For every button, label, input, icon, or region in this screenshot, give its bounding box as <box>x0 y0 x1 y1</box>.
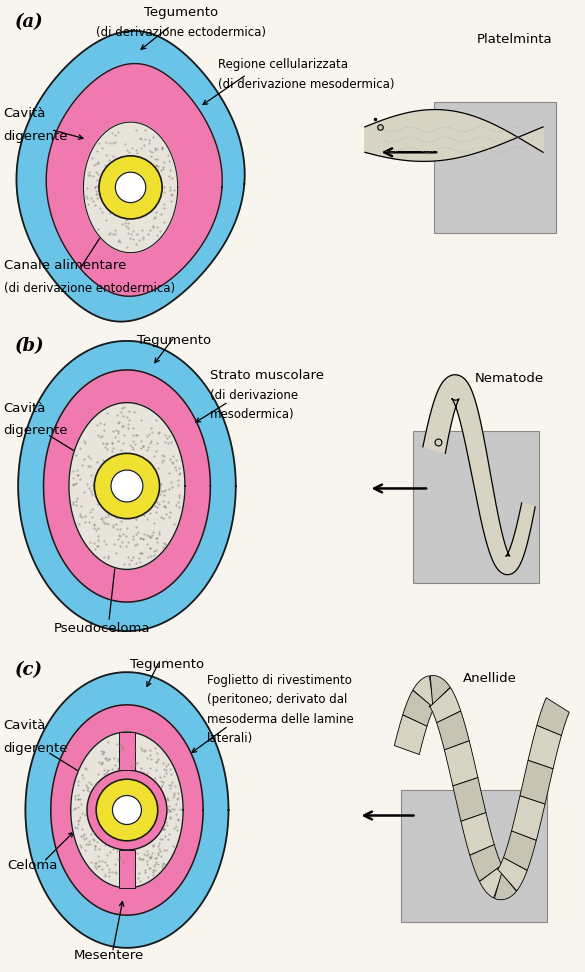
Text: (di derivazione entodermica): (di derivazione entodermica) <box>4 282 175 295</box>
Polygon shape <box>504 831 536 870</box>
Text: (di derivazione: (di derivazione <box>211 389 298 401</box>
Polygon shape <box>25 673 229 948</box>
Text: mesodermica): mesodermica) <box>211 408 295 421</box>
Polygon shape <box>119 850 135 888</box>
Text: Cavità: Cavità <box>4 401 46 415</box>
Circle shape <box>120 479 134 493</box>
Text: Nematode: Nematode <box>475 372 544 385</box>
Circle shape <box>99 156 162 219</box>
Polygon shape <box>71 732 183 888</box>
Circle shape <box>94 453 160 519</box>
Circle shape <box>96 780 158 841</box>
Text: digerente: digerente <box>4 742 68 755</box>
Polygon shape <box>528 725 562 769</box>
Circle shape <box>111 470 143 502</box>
Text: digerente: digerente <box>4 425 68 437</box>
Polygon shape <box>394 714 427 754</box>
Text: Tegumento: Tegumento <box>130 658 204 671</box>
Polygon shape <box>498 857 527 890</box>
Text: Anellide: Anellide <box>463 672 517 684</box>
Text: Foglietto di rivestimento: Foglietto di rivestimento <box>207 674 352 687</box>
FancyBboxPatch shape <box>434 101 556 233</box>
Polygon shape <box>51 705 203 916</box>
Text: (b): (b) <box>15 337 44 355</box>
Text: Cavità: Cavità <box>4 107 46 120</box>
Polygon shape <box>423 375 535 574</box>
Text: Canale alimentare: Canale alimentare <box>4 260 126 272</box>
Text: (di derivazione mesodermica): (di derivazione mesodermica) <box>218 78 394 90</box>
Polygon shape <box>84 122 178 253</box>
Text: Regione cellularizzata: Regione cellularizzata <box>218 58 347 71</box>
Polygon shape <box>16 31 245 322</box>
Text: Celoma: Celoma <box>7 858 58 872</box>
Text: Mesentere: Mesentere <box>74 950 144 962</box>
Polygon shape <box>520 760 553 804</box>
Circle shape <box>124 181 137 194</box>
FancyBboxPatch shape <box>413 431 539 583</box>
Polygon shape <box>470 845 502 882</box>
Text: (peritoneo; derivato dal: (peritoneo; derivato dal <box>207 693 347 707</box>
Polygon shape <box>461 813 494 855</box>
Text: Pseudoceloma: Pseudoceloma <box>53 622 150 635</box>
Polygon shape <box>436 712 469 750</box>
Text: (di derivazione ectodermica): (di derivazione ectodermica) <box>97 26 266 39</box>
Polygon shape <box>69 402 185 570</box>
Polygon shape <box>119 732 135 770</box>
Text: mesoderma delle lamine: mesoderma delle lamine <box>207 712 353 726</box>
Text: Platelminta: Platelminta <box>477 33 552 46</box>
Circle shape <box>87 770 167 850</box>
Polygon shape <box>494 868 517 900</box>
Polygon shape <box>413 676 436 709</box>
Text: Cavità: Cavità <box>4 719 46 732</box>
Polygon shape <box>429 676 450 707</box>
Text: Strato muscolare: Strato muscolare <box>211 369 324 382</box>
Polygon shape <box>453 778 486 821</box>
Polygon shape <box>537 698 569 736</box>
Text: (a): (a) <box>15 13 43 31</box>
Text: (c): (c) <box>15 661 43 679</box>
Text: laterali): laterali) <box>207 732 253 746</box>
FancyBboxPatch shape <box>401 790 547 922</box>
Polygon shape <box>402 690 434 726</box>
Polygon shape <box>46 63 222 296</box>
Polygon shape <box>511 796 545 840</box>
Circle shape <box>112 795 142 824</box>
Polygon shape <box>365 110 543 161</box>
Text: Tegumento: Tegumento <box>144 7 218 19</box>
Circle shape <box>115 172 146 202</box>
Polygon shape <box>43 370 211 602</box>
Text: digerente: digerente <box>4 129 68 143</box>
Text: Tegumento: Tegumento <box>137 333 211 347</box>
Circle shape <box>121 804 133 816</box>
Polygon shape <box>445 741 478 786</box>
Polygon shape <box>480 865 504 898</box>
Polygon shape <box>430 687 461 723</box>
Polygon shape <box>18 341 236 631</box>
